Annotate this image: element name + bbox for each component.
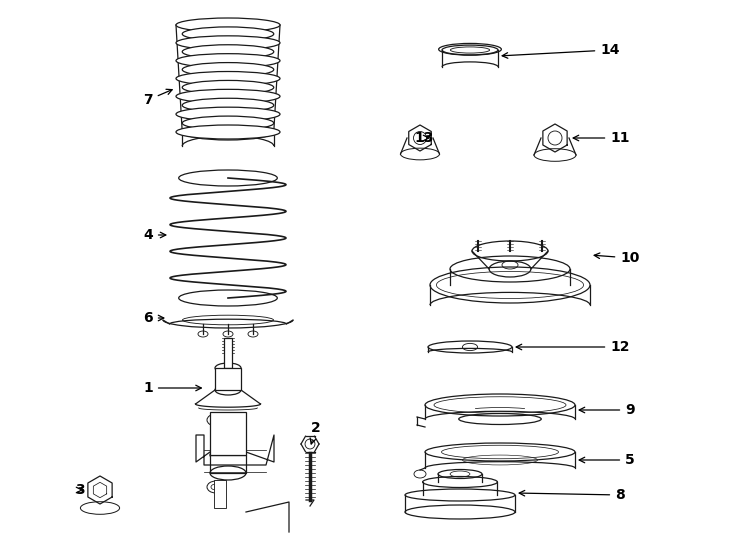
Ellipse shape <box>176 125 280 139</box>
Bar <box>214 480 226 508</box>
Text: 11: 11 <box>573 131 630 145</box>
Ellipse shape <box>176 89 280 103</box>
Bar <box>210 455 246 473</box>
Text: 5: 5 <box>579 453 635 467</box>
Text: 6: 6 <box>143 311 164 325</box>
Text: 1: 1 <box>143 381 201 395</box>
Ellipse shape <box>182 63 274 77</box>
Ellipse shape <box>182 98 274 112</box>
Bar <box>215 368 241 390</box>
Text: 12: 12 <box>516 340 630 354</box>
Text: 4: 4 <box>143 228 166 242</box>
Text: 9: 9 <box>579 403 635 417</box>
Ellipse shape <box>176 36 280 50</box>
Ellipse shape <box>176 53 280 68</box>
Text: 2: 2 <box>310 421 321 444</box>
Ellipse shape <box>176 71 280 85</box>
Ellipse shape <box>182 45 274 59</box>
Ellipse shape <box>182 80 274 94</box>
Text: 10: 10 <box>594 251 640 265</box>
Ellipse shape <box>176 18 280 32</box>
Text: 3: 3 <box>75 483 85 497</box>
Bar <box>224 338 232 368</box>
Text: 7: 7 <box>143 89 172 107</box>
Ellipse shape <box>182 116 274 130</box>
Ellipse shape <box>176 107 280 121</box>
Ellipse shape <box>182 27 274 41</box>
Bar <box>210 412 246 455</box>
Text: 8: 8 <box>519 488 625 502</box>
Text: 13: 13 <box>414 131 434 145</box>
Text: 14: 14 <box>502 43 619 58</box>
